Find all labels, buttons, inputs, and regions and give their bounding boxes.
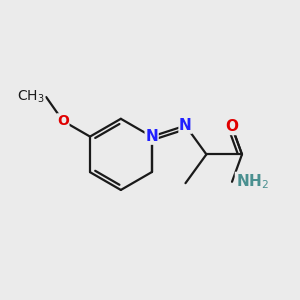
Text: O: O — [226, 119, 238, 134]
Text: CH$_3$: CH$_3$ — [17, 89, 45, 105]
Text: N: N — [145, 129, 158, 144]
Text: NH$_2$: NH$_2$ — [236, 172, 268, 191]
Text: O: O — [57, 114, 69, 128]
Text: N: N — [179, 118, 192, 133]
